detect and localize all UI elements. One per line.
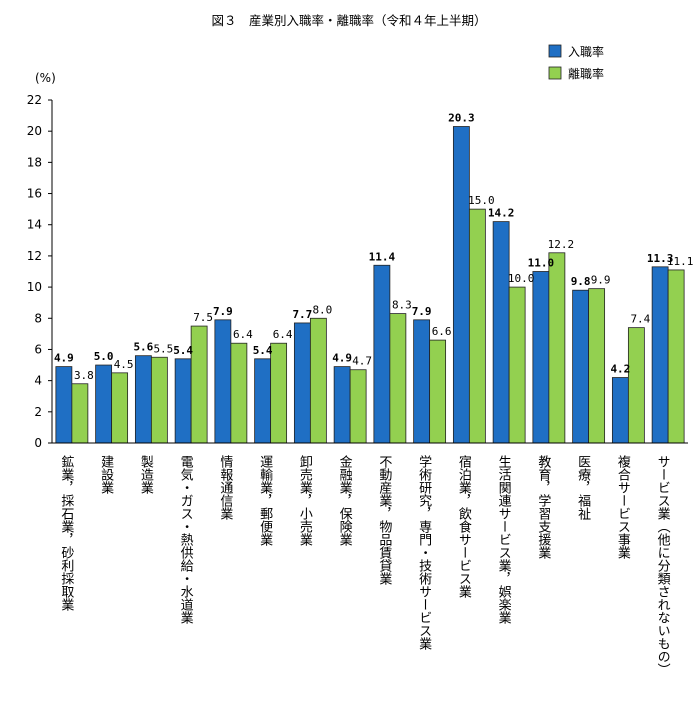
y-tick-label: 16 xyxy=(27,187,42,201)
y-tick-label: 12 xyxy=(27,249,42,263)
data-label-hire-rate: 20.3 xyxy=(448,112,475,125)
data-label-separation-rate: 6.4 xyxy=(273,328,293,341)
data-label-separation-rate: 15.0 xyxy=(468,194,495,207)
bar-hire-rate xyxy=(254,358,272,444)
bar-separation-rate xyxy=(508,286,526,444)
data-label-separation-rate: 3.8 xyxy=(74,369,94,382)
legend-swatch xyxy=(548,44,562,58)
bar-hire-rate xyxy=(452,126,470,444)
data-label-hire-rate: 4.9 xyxy=(332,352,352,365)
data-label-separation-rate: 8.3 xyxy=(392,299,412,312)
bar-separation-rate xyxy=(349,369,367,444)
data-label-separation-rate: 6.4 xyxy=(233,328,253,341)
data-label-hire-rate: 11.4 xyxy=(369,250,396,263)
bar-separation-rate xyxy=(270,342,288,444)
data-label-separation-rate: 4.5 xyxy=(114,358,134,371)
category-label: 製造業 xyxy=(138,455,154,494)
data-label-hire-rate: 5.6 xyxy=(133,341,153,354)
data-label-hire-rate: 11.3 xyxy=(647,252,674,265)
data-label-separation-rate: 4.7 xyxy=(352,355,372,368)
bar-separation-rate xyxy=(150,356,168,444)
data-label-hire-rate: 5.4 xyxy=(173,344,193,357)
bar-separation-rate xyxy=(548,252,566,444)
bar-separation-rate xyxy=(627,327,645,444)
bar-hire-rate xyxy=(134,355,152,444)
y-tick-label: 10 xyxy=(27,280,42,294)
bar-hire-rate xyxy=(532,271,550,444)
bar-hire-rate xyxy=(333,366,351,444)
y-tick-label: 8 xyxy=(34,311,42,325)
bar-hire-rate xyxy=(214,319,232,444)
data-label-hire-rate: 5.4 xyxy=(253,344,273,357)
y-tick-label: 4 xyxy=(34,374,42,388)
data-label-hire-rate: 4.2 xyxy=(610,363,630,376)
category-label: 運輸業，郵便業 xyxy=(257,455,273,546)
chart-title: 図３ 産業別入職率・離職率（令和４年上半期） xyxy=(211,13,487,28)
data-label-separation-rate: 9.9 xyxy=(591,274,611,287)
y-tick-label: 0 xyxy=(34,436,42,450)
bar-separation-rate xyxy=(389,313,407,444)
category-label: 不動産業，物品賃貸業 xyxy=(376,455,392,585)
category-label: 卸売業，小売業 xyxy=(297,454,313,546)
bar-separation-rate xyxy=(230,342,248,444)
bar-separation-rate xyxy=(111,372,129,444)
category-label: 金融業，保険業 xyxy=(337,454,353,546)
data-label-hire-rate: 9.8 xyxy=(571,275,591,288)
bar-hire-rate xyxy=(95,364,113,444)
bar-hire-rate xyxy=(293,322,311,444)
category-label: 教育，学習支援業 xyxy=(535,454,551,559)
y-tick-label: 22 xyxy=(27,93,42,107)
bar-hire-rate xyxy=(373,264,391,444)
category-label: 建設業 xyxy=(98,455,114,494)
category-label: 学術研究，専門・技術サービス業 xyxy=(416,454,432,650)
data-label-separation-rate: 11.1 xyxy=(667,255,694,268)
legend-label: 離職率 xyxy=(568,66,604,81)
category-label: 複合サービス事業 xyxy=(615,454,631,559)
bar-separation-rate xyxy=(190,325,208,444)
data-label-hire-rate: 7.9 xyxy=(412,305,432,318)
data-label-separation-rate: 12.2 xyxy=(548,238,575,251)
bar-hire-rate xyxy=(651,266,669,444)
category-label: 宿泊業，飲食サービス業 xyxy=(456,454,472,598)
bar-separation-rate xyxy=(429,339,447,444)
data-label-hire-rate: 11.0 xyxy=(528,257,555,270)
bar-separation-rate xyxy=(71,383,89,444)
data-label-separation-rate: 10.0 xyxy=(508,272,535,285)
bar-hire-rate xyxy=(611,377,629,444)
data-label-separation-rate: 5.5 xyxy=(153,342,173,355)
y-tick-label: 6 xyxy=(34,342,42,356)
data-label-hire-rate: 7.9 xyxy=(213,305,233,318)
data-label-separation-rate: 8.0 xyxy=(312,303,332,316)
data-label-separation-rate: 6.6 xyxy=(432,325,452,338)
bar-hire-rate xyxy=(174,358,192,444)
category-label: 生活関連サービス業，娯楽業 xyxy=(496,455,512,624)
data-label-hire-rate: 5.0 xyxy=(94,350,114,363)
bar-separation-rate xyxy=(309,317,327,444)
y-axis-unit-label: (%) xyxy=(35,71,56,85)
data-label-separation-rate: 7.5 xyxy=(193,311,213,324)
bar-hire-rate xyxy=(492,221,510,444)
bar-hire-rate xyxy=(572,289,590,444)
category-label: 情報通信業 xyxy=(217,455,233,520)
legend-swatch xyxy=(548,66,562,80)
category-label: 鉱業，採石業，砂利採取業 xyxy=(58,454,74,611)
bar-hire-rate xyxy=(55,366,73,444)
category-label: サービス業（他に分類されないもの） xyxy=(655,455,671,676)
bar-hire-rate xyxy=(413,319,431,444)
data-label-hire-rate: 7.7 xyxy=(292,308,312,321)
data-label-hire-rate: 4.9 xyxy=(54,352,74,365)
y-tick-label: 20 xyxy=(27,124,42,138)
bar-separation-rate xyxy=(468,208,486,444)
category-label: 電気・ガス・熱供給・水道業 xyxy=(178,455,194,624)
bar-separation-rate xyxy=(667,269,685,444)
legend-label: 入職率 xyxy=(568,44,604,59)
category-label: 医療，福祉 xyxy=(575,455,591,521)
bar-separation-rate xyxy=(588,288,606,444)
data-label-separation-rate: 7.4 xyxy=(630,313,650,326)
y-tick-label: 2 xyxy=(34,405,42,419)
y-tick-label: 14 xyxy=(27,218,42,232)
y-tick-label: 18 xyxy=(27,155,42,169)
data-label-hire-rate: 14.2 xyxy=(488,207,515,220)
